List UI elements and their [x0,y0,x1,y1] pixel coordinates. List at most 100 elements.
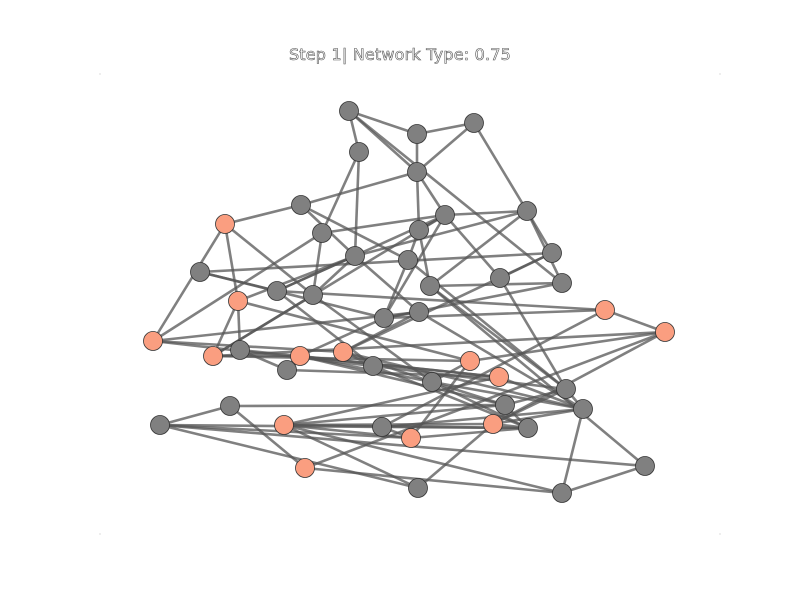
edge-n21-n36 [429,284,567,391]
edge-n8-n10 [444,209,528,217]
edge-n28-n37 [299,354,506,407]
node-n44 [220,396,240,416]
edge-n37-n44 [229,403,506,408]
edge-n24-n29 [342,310,420,354]
edge-n7-n19 [224,222,314,297]
node-n39-highlighted [483,414,503,434]
edge-n33-n38 [498,375,584,411]
edge-n37-n43 [283,403,506,427]
node-n48-highlighted [295,458,315,478]
edge-n9-n19 [311,232,324,296]
node-n45 [150,415,170,435]
node-n32-highlighted [460,351,480,371]
edge-n6-n14 [300,203,409,262]
edge-n15-n22 [199,270,385,320]
edge-n18-n25 [211,300,240,357]
node-n20 [552,273,572,293]
node-n40 [518,418,538,438]
edge-n2-n8 [472,122,529,212]
node-n26-highlighted [143,331,163,351]
edge-n9-n26 [152,231,323,343]
node-n18-highlighted [228,291,248,311]
node-n47 [552,483,572,503]
edge-n8-n21 [429,209,528,288]
node-n29-highlighted [333,342,353,362]
edge-n2-n5 [416,122,475,173]
node-n15 [190,262,210,282]
node-n30 [277,360,297,380]
node-n31 [363,356,383,376]
node-n2 [464,113,484,133]
edge-n41-n45 [159,423,383,429]
node-n21 [420,276,440,296]
edge-n12-n16 [276,254,356,293]
edge-n36-n37 [504,387,567,407]
node-n46 [635,456,655,476]
edge-n45-n46 [159,423,646,468]
node-n41 [372,417,392,437]
node-n11 [409,220,429,240]
node-n5 [407,162,427,182]
corner-mark-top-left [99,73,101,75]
node-n33-highlighted [489,367,509,387]
node-n38 [573,399,593,419]
edge-n33-n43 [283,375,500,427]
node-n37 [495,395,515,415]
edge-n8-n12 [354,209,528,258]
node-n35-highlighted [655,322,675,342]
corner-mark-bottom-right [719,533,721,535]
edge-n16-n23 [276,289,606,312]
chart-title: Step 1| Network Type: 0.75 [288,45,512,65]
node-n22 [374,308,394,328]
edge-n49-n39 [417,423,494,489]
edge-n1-n3 [348,109,418,136]
edge-n4-n12 [353,151,361,257]
edge-n14-n22 [382,259,410,319]
node-n9 [312,223,332,243]
edge-n43-n47 [283,423,563,495]
node-n6 [291,195,311,215]
edge-n5-n6 [300,170,418,207]
edge-n47-n48 [304,466,563,495]
edge-n13-n29 [342,251,553,354]
node-n49 [408,478,428,498]
edge-n40-n42 [410,426,529,440]
node-n42-highlighted [401,428,421,448]
edge-n32-n35 [469,330,666,363]
edge-n25-n35 [212,330,666,358]
edge-n45-n49 [159,423,419,490]
edge-n12-n24 [354,255,420,313]
edge-n10-n17 [444,214,501,279]
node-n16 [267,281,287,301]
edge-n6-n7 [224,203,302,226]
edge-n23-n35 [604,308,666,334]
node-n24 [409,302,429,322]
edge-n17-n36 [498,277,568,390]
corner-mark-bottom-left [99,533,101,535]
node-n14 [398,250,418,270]
node-n17 [490,268,510,288]
node-n25-highlighted [203,346,223,366]
edge-n7-n26 [151,223,227,342]
edge-n38-n47 [560,408,585,494]
node-n12 [345,246,365,266]
edge-n13-n15 [199,251,553,274]
node-n27 [230,340,250,360]
edge-n36-n39 [492,387,567,426]
node-n4 [349,142,369,162]
node-n28-highlighted [290,346,310,366]
edge-n33-n28 [299,354,500,379]
edge-n4-n9 [320,151,361,234]
node-n34 [422,372,442,392]
edge-n34-n37 [431,380,506,407]
edge-n9-n10 [321,213,446,235]
nodes-group [143,101,675,503]
node-n23-highlighted [595,300,615,320]
node-n1 [339,101,359,121]
corner-mark-top-right [719,73,721,75]
node-n43-highlighted [274,415,294,435]
node-n8 [517,201,537,221]
node-n36 [556,379,576,399]
node-n10 [435,205,455,225]
